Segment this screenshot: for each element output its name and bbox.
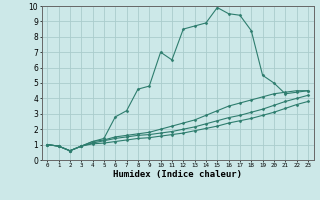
X-axis label: Humidex (Indice chaleur): Humidex (Indice chaleur) bbox=[113, 170, 242, 179]
